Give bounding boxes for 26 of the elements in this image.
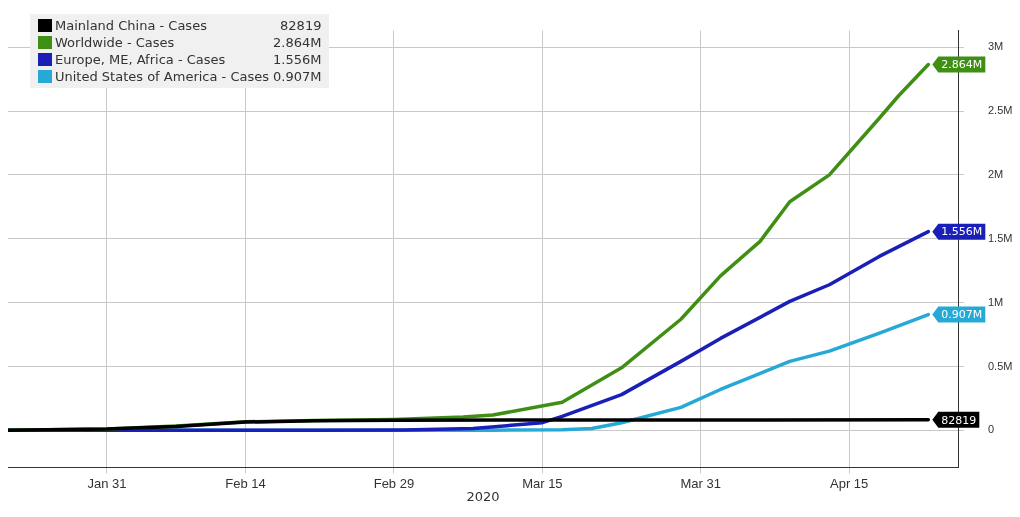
x-tick-label: Mar 15: [522, 475, 563, 491]
y-tick-label: 2M: [988, 167, 1004, 180]
text: 0.907M: [273, 69, 322, 84]
x-tick-label: Mar 31: [680, 475, 721, 491]
y-tick-label: 0: [988, 423, 995, 436]
data-label: 0.907M: [941, 308, 983, 322]
y-tick-label: 0.5M: [988, 359, 1013, 372]
legend-label: Mainland China - Cases: [54, 17, 208, 34]
y-tick-label: 1.5M: [988, 231, 1013, 244]
y-tick-label: 3M: [988, 40, 1004, 53]
legend-label: United States of America - Cases: [54, 68, 270, 85]
x-tick-label: Apr 15: [829, 475, 869, 491]
text: 2.864M: [273, 35, 322, 50]
x-tick-label: Feb 29: [373, 475, 415, 491]
text: 82819: [280, 18, 322, 33]
data-label: 2.864M: [941, 58, 983, 72]
text: 1.556M: [273, 52, 322, 67]
x-axis-title: 2020: [465, 489, 501, 505]
legend-label: Worldwide - Cases: [54, 34, 176, 51]
y-tick-label: 1M: [988, 295, 1004, 308]
x-tick-label: Feb 14: [225, 475, 266, 491]
x-tick-label: Jan 31: [87, 475, 127, 491]
y-tick-label: 2.5M: [988, 104, 1013, 117]
data-label: 82819: [941, 413, 977, 427]
data-label: 1.556M: [941, 225, 983, 239]
legend-label: Europe, ME, Africa - Cases: [54, 51, 227, 68]
